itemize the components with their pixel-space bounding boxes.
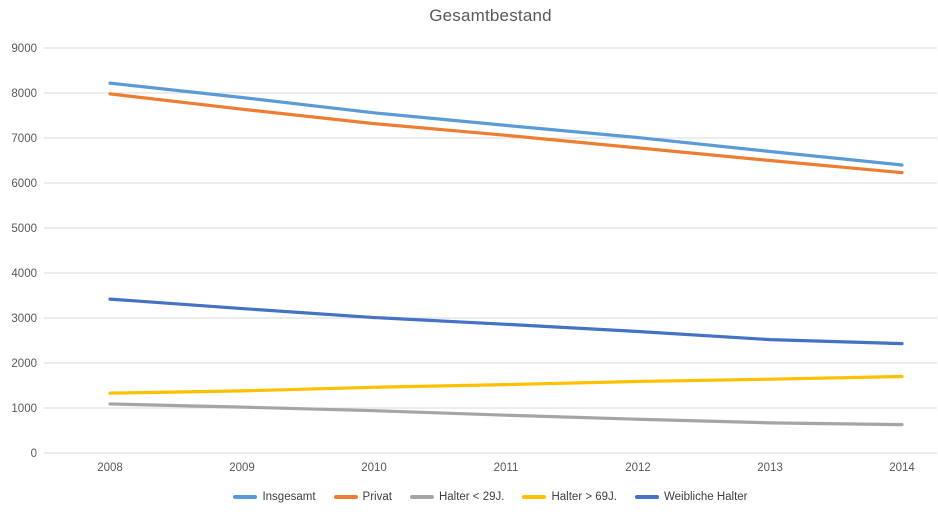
legend-item[interactable]: Insgesamt: [233, 491, 316, 503]
series-line-insgesamt[interactable]: [108, 81, 904, 167]
legend-item[interactable]: Halter < 29J.: [409, 491, 505, 503]
legend-item[interactable]: Halter > 69J.: [522, 491, 617, 503]
x-axis-tick-label: 2012: [625, 462, 651, 474]
y-axis-tick-label: 9000: [11, 43, 37, 55]
y-axis-tick-label: 3000: [11, 313, 37, 325]
y-axis-tick-label: 7000: [11, 133, 37, 145]
x-axis-tick-label: 2009: [229, 462, 255, 474]
y-axis-tick-label: 0: [31, 448, 37, 460]
y-axis-tick-label: 4000: [11, 268, 37, 280]
legend-line-marker: [635, 495, 659, 499]
x-axis-tick-label: 2010: [361, 462, 387, 474]
legend-line-marker: [522, 495, 547, 499]
legend-item-label: Halter > 69J.: [551, 491, 617, 503]
x-axis-tick-label: 2013: [757, 462, 783, 474]
legend-item[interactable]: Privat: [333, 491, 392, 503]
series-line-privat[interactable]: [108, 92, 904, 175]
x-axis-tick-label: 2008: [97, 462, 123, 474]
legend-line-marker: [333, 495, 358, 499]
legend-line-marker: [409, 495, 434, 499]
y-axis-tick-label: 8000: [11, 88, 37, 100]
legend-line-marker: [233, 495, 258, 499]
series-line-halter-69j[interactable]: [108, 374, 904, 395]
legend-item-label: Insgesamt: [262, 491, 316, 503]
y-axis-tick-label: 6000: [11, 178, 37, 190]
x-axis-tick-label: 2011: [494, 462, 519, 474]
y-axis-tick-label: 5000: [11, 223, 37, 235]
y-axis-tick-label: 2000: [11, 358, 37, 370]
x-axis-tick-label: 2014: [889, 462, 915, 474]
series-line-weibliche-halter[interactable]: [108, 297, 904, 346]
chart-title: Gesamtbestand: [429, 6, 552, 25]
series-line-halter-29j[interactable]: [108, 402, 904, 427]
legend-item-label: Halter < 29J.: [438, 491, 505, 503]
legend-item[interactable]: Weibliche Halter: [635, 491, 748, 503]
legend-item-label: Weibliche Halter: [664, 491, 748, 503]
legend: Insgesamt Privat Halter < 29J. Halter > 69J…: [44, 491, 937, 503]
y-axis-tick-label: 1000: [11, 403, 37, 415]
legend-item-label: Privat: [362, 491, 392, 503]
